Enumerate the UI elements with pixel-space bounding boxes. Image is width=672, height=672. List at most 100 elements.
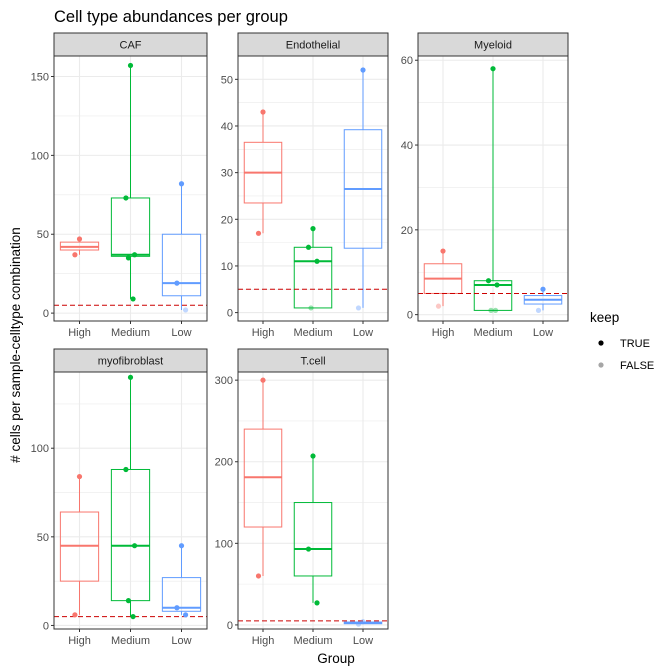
x-tick-label: High (68, 327, 91, 339)
box-high (59, 476, 100, 615)
panel-caf: CAF 0 50 100 150 High Medium Low (31, 32, 208, 339)
legend-key-true (598, 340, 604, 346)
box-iqr (293, 246, 333, 309)
data-point (123, 466, 129, 473)
data-point (260, 109, 266, 115)
data-point (540, 286, 546, 292)
facet-strip-label: myofibroblast (98, 356, 163, 368)
panel-endothelial: Endothelial 0 10 20 30 40 50 High Medium Low (221, 32, 389, 339)
data-point (305, 244, 312, 250)
data-point (310, 453, 316, 459)
y-tick-label: 0 (43, 620, 49, 632)
data-point (490, 66, 496, 72)
y-tick-label: 0 (43, 308, 49, 320)
data-point (255, 573, 262, 579)
data-point (360, 67, 366, 73)
data-point (178, 181, 185, 187)
y-tick-label: 100 (31, 150, 49, 162)
x-tick-label: High (68, 635, 91, 647)
x-tick-label: Low (171, 635, 191, 647)
box-high (243, 380, 283, 576)
data-point (182, 307, 189, 313)
data-point (125, 255, 132, 261)
data-point (76, 236, 83, 242)
y-tick-label: 100 (215, 538, 233, 550)
data-point (174, 280, 180, 286)
data-point (308, 305, 314, 311)
y-tick-label: 300 (215, 375, 233, 387)
y-tick-label: 150 (31, 72, 49, 84)
data-point (76, 473, 83, 480)
data-point (174, 605, 180, 611)
x-tick-label: High (432, 327, 455, 339)
y-tick-label: 40 (221, 121, 233, 133)
facet-strip-label: T.cell (300, 356, 325, 368)
data-point (314, 258, 320, 264)
data-point (485, 278, 492, 284)
data-point (131, 252, 138, 258)
box-medium (473, 68, 513, 311)
data-point (535, 307, 542, 313)
x-tick-label: High (252, 635, 275, 647)
data-point (355, 305, 362, 311)
x-tick-label: Medium (293, 327, 332, 339)
chart-title: Cell type abundances per group (54, 8, 288, 26)
data-point (72, 252, 78, 258)
facet-strip-label: CAF (120, 40, 142, 52)
y-tick-label: 50 (37, 229, 49, 241)
data-point (182, 612, 189, 618)
y-tick-label: 50 (221, 74, 233, 86)
y-tick-label: 0 (407, 310, 413, 322)
x-tick-label: Low (171, 327, 191, 339)
data-point (255, 230, 262, 236)
box-iqr (473, 280, 513, 311)
y-tick-label: 100 (31, 443, 49, 455)
data-point (360, 619, 366, 625)
data-point (127, 62, 134, 69)
box-medium (293, 456, 333, 603)
box-low (343, 621, 383, 625)
box-iqr (161, 233, 202, 297)
data-point (314, 600, 320, 606)
data-point (355, 621, 362, 627)
facet-strip-label: Endothelial (286, 40, 340, 52)
data-point (260, 377, 266, 383)
x-tick-label: Medium (293, 635, 332, 647)
data-point (488, 307, 494, 313)
y-tick-label: 40 (401, 140, 413, 152)
x-tick-label: Low (533, 327, 553, 339)
panel-myeloid: Myeloid 0 20 40 60 High Medium Low (401, 32, 569, 339)
y-tick-label: 0 (227, 620, 233, 632)
legend-label-true: TRUE (620, 338, 650, 350)
x-tick-label: Medium (111, 327, 150, 339)
y-tick-label: 200 (215, 457, 233, 469)
x-tick-label: High (252, 327, 275, 339)
y-tick-label: 60 (401, 55, 413, 67)
legend-title: keep (590, 310, 619, 325)
y-tick-label: 50 (37, 532, 49, 544)
legend-label-false: FALSE (620, 360, 654, 372)
box-high (243, 111, 283, 234)
data-point (125, 598, 132, 604)
data-point (492, 307, 499, 313)
data-point (435, 303, 442, 309)
y-tick-label: 10 (221, 261, 233, 273)
data-point (440, 248, 446, 254)
y-axis-label: # cells per sample-celltype combination (8, 227, 23, 463)
box-medium (293, 228, 333, 309)
data-point (178, 543, 185, 549)
data-point (130, 613, 136, 620)
data-point (310, 226, 316, 232)
data-point (305, 546, 312, 552)
data-point (127, 374, 134, 380)
box-iqr (293, 502, 333, 577)
y-tick-label: 20 (401, 225, 413, 237)
y-tick-label: 0 (227, 308, 233, 320)
facet-strip-label: Myeloid (474, 40, 512, 52)
data-point (131, 543, 138, 549)
x-tick-label: Medium (111, 635, 150, 647)
box-low (343, 69, 383, 308)
y-tick-label: 30 (221, 168, 233, 180)
box-iqr (161, 577, 202, 612)
